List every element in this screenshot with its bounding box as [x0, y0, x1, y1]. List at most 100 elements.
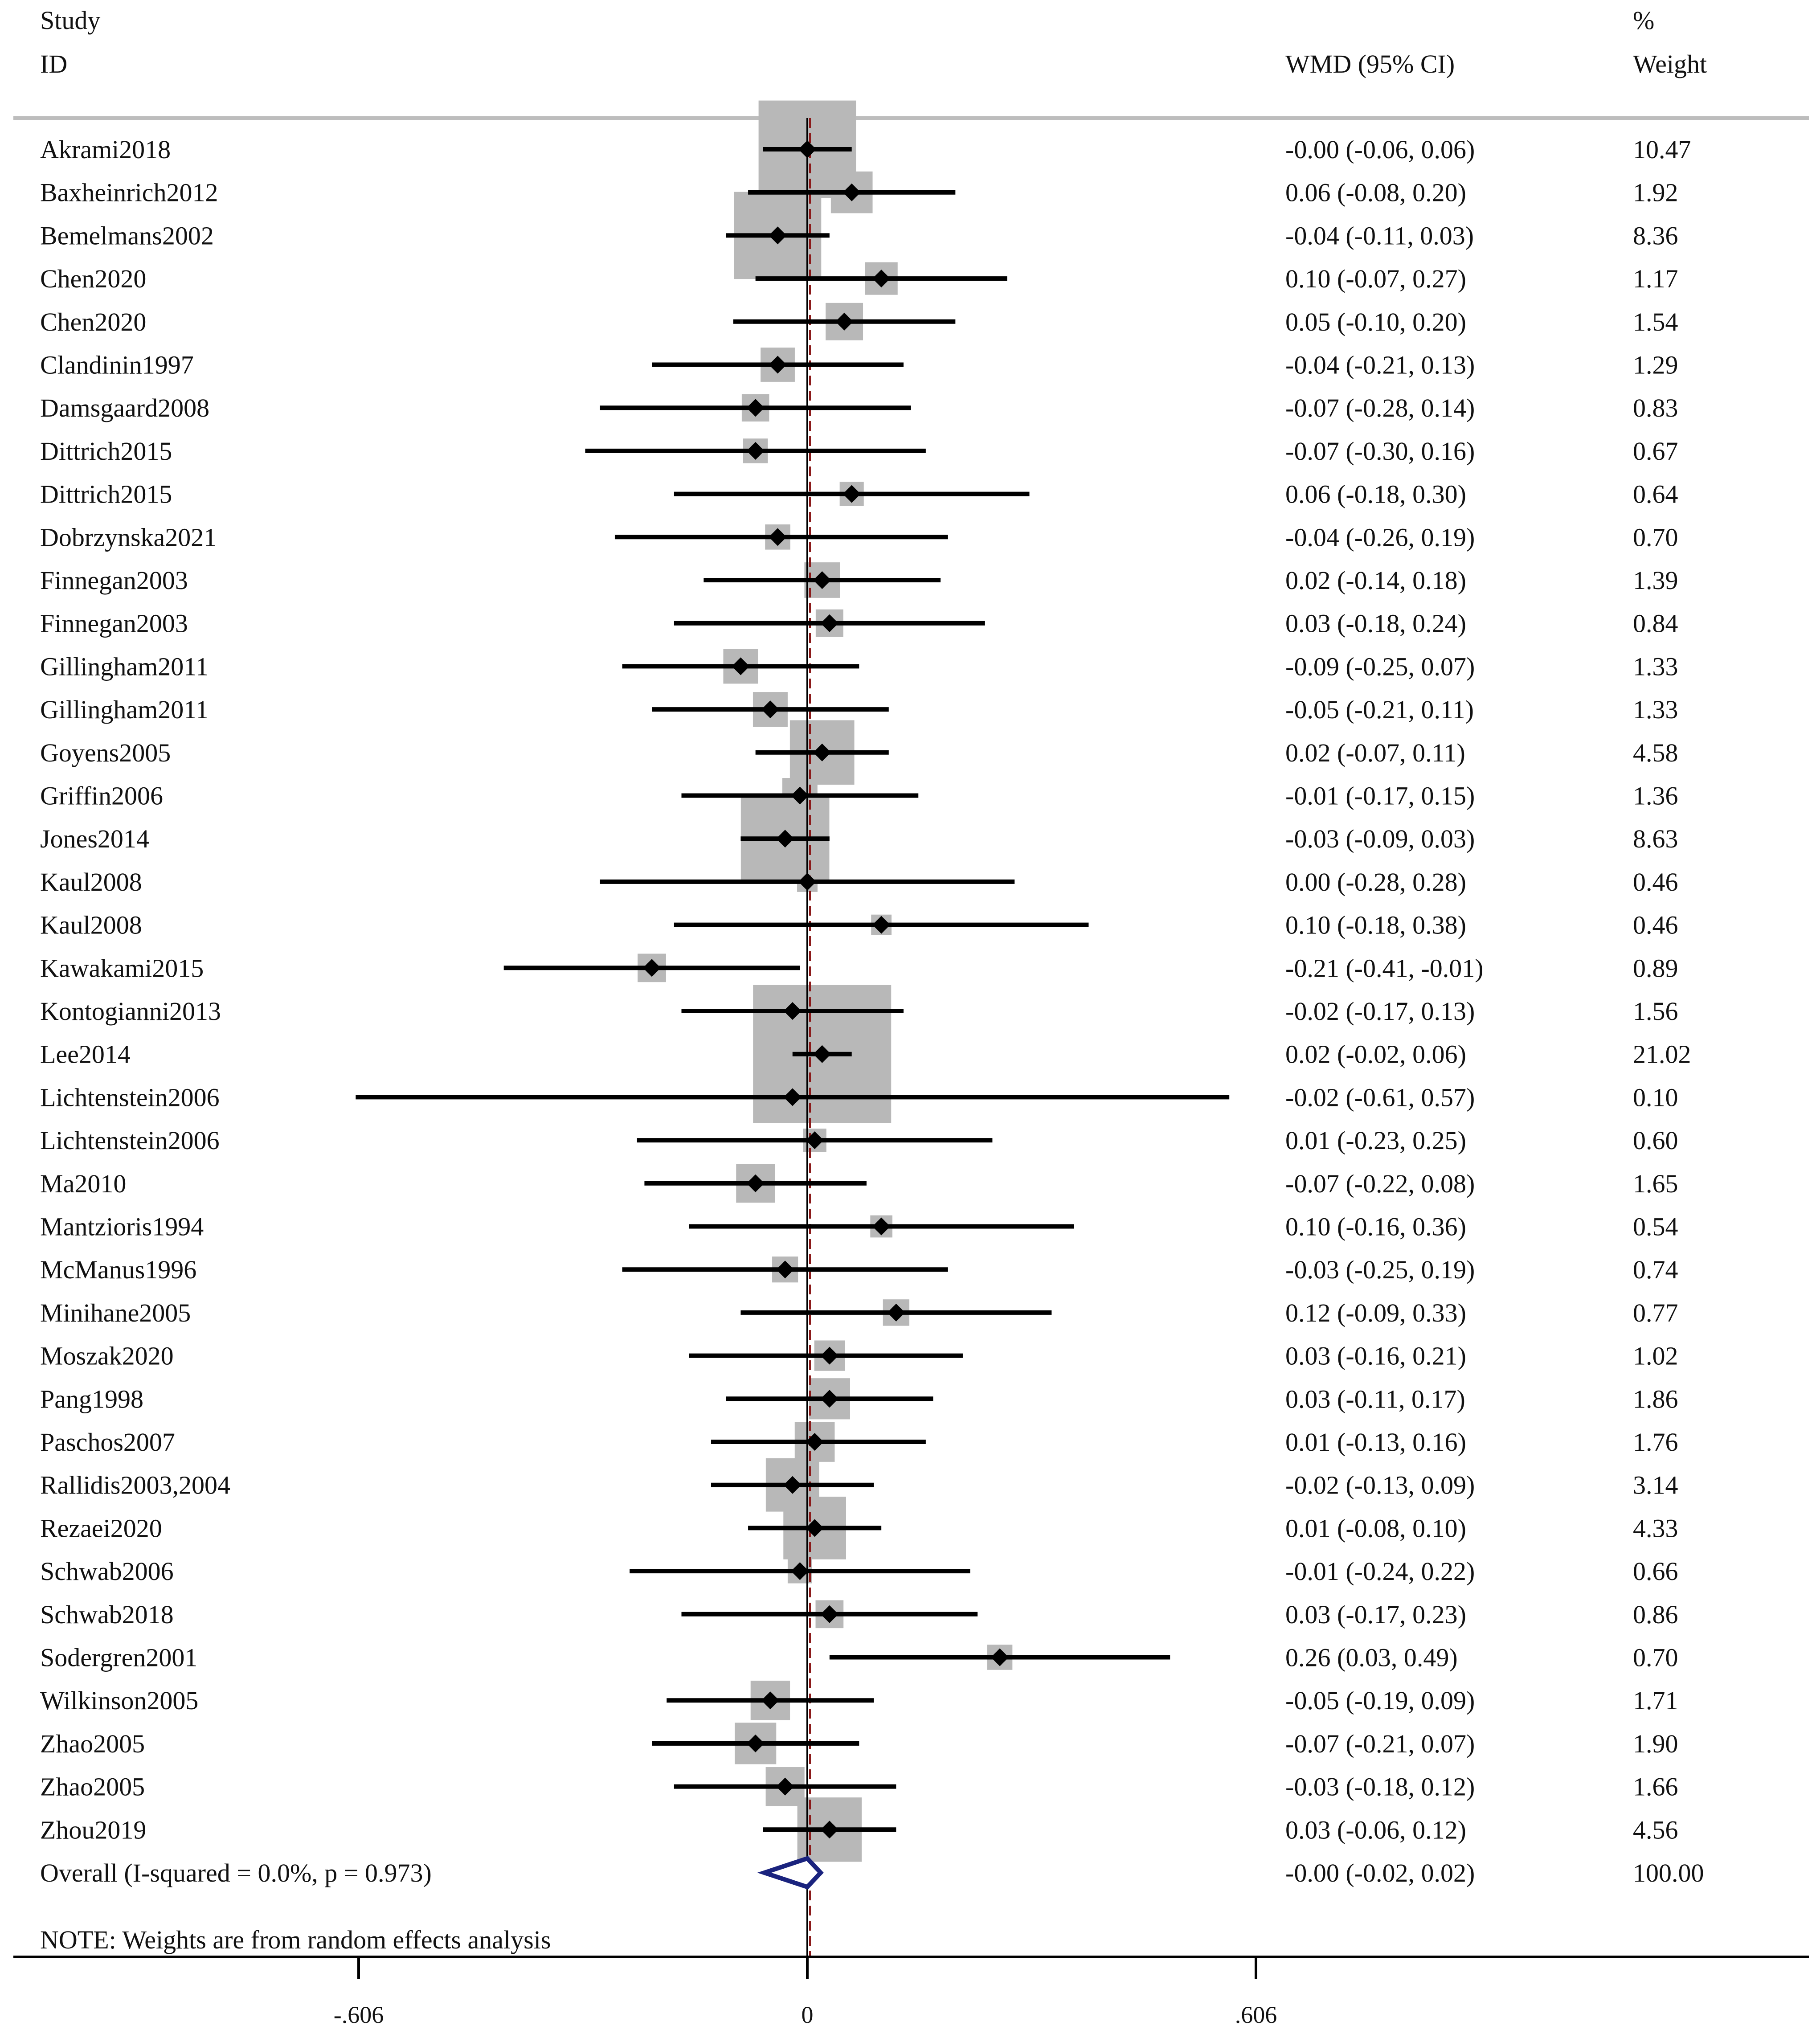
ci-value: 0.10 (-0.18, 0.38) — [1285, 911, 1466, 940]
point-estimate-marker — [843, 183, 861, 201]
point-estimate-marker — [813, 1045, 831, 1063]
ci-value: -0.05 (-0.19, 0.09) — [1285, 1686, 1475, 1715]
header-study: Study — [40, 6, 100, 35]
overall-diamond — [757, 1856, 824, 1890]
study-label: Zhou2019 — [40, 1815, 146, 1844]
x-tick-label: 0 — [802, 2001, 814, 2028]
study-label: Damsgaard2008 — [40, 393, 209, 422]
overall-weight-value: 100.00 — [1633, 1858, 1704, 1887]
study-label: Wilkinson2005 — [40, 1686, 198, 1715]
ci-value: 0.01 (-0.13, 0.16) — [1285, 1428, 1466, 1457]
weight-value: 3.14 — [1633, 1471, 1678, 1500]
point-estimate-marker — [783, 1088, 802, 1106]
point-estimate-marker — [746, 1174, 765, 1192]
header-weight: Weight — [1633, 49, 1707, 78]
weight-value: 0.84 — [1633, 609, 1678, 638]
weight-value: 1.92 — [1633, 178, 1678, 207]
ci-value: 0.01 (-0.23, 0.25) — [1285, 1126, 1466, 1155]
study-label: McManus1996 — [40, 1255, 196, 1284]
x-axis-ticks: -.606 0 .606 — [334, 1957, 1277, 2028]
study-label: Mantzioris1994 — [40, 1212, 204, 1241]
study-label: Chen2020 — [40, 307, 146, 336]
weight-value: 0.10 — [1633, 1083, 1678, 1112]
ci-value: -0.01 (-0.24, 0.22) — [1285, 1557, 1475, 1586]
x-tick-label: .606 — [1235, 2001, 1277, 2028]
weight-value: 10.47 — [1633, 135, 1691, 164]
point-estimate-marker — [776, 1261, 794, 1279]
study-label: Lichtenstein2006 — [40, 1126, 220, 1155]
study-label: Goyens2005 — [40, 738, 171, 767]
weight-value: 1.33 — [1633, 652, 1678, 681]
weight-value: 1.17 — [1633, 264, 1678, 293]
weight-value: 8.63 — [1633, 824, 1678, 853]
weight-value: 21.02 — [1633, 1040, 1691, 1069]
weight-value: 0.60 — [1633, 1126, 1678, 1155]
overall-label: Overall (I-squared = 0.0%, p = 0.973) — [40, 1858, 432, 1887]
ci-value: 0.00 (-0.28, 0.28) — [1285, 868, 1466, 896]
study-label: Moszak2020 — [40, 1342, 174, 1371]
weight-value: 1.90 — [1633, 1729, 1678, 1758]
study-label: Pang1998 — [40, 1384, 143, 1413]
point-estimate-marker — [783, 1002, 802, 1020]
ci-value: -0.07 (-0.28, 0.14) — [1285, 393, 1475, 422]
study-label: Dittrich2015 — [40, 437, 172, 466]
weight-value: 0.46 — [1633, 868, 1678, 896]
point-estimate-marker — [872, 916, 891, 934]
ci-value: -0.03 (-0.09, 0.03) — [1285, 824, 1475, 853]
weight-value: 4.56 — [1633, 1815, 1678, 1844]
weight-value: 0.83 — [1633, 393, 1678, 422]
point-estimate-marker — [732, 657, 750, 675]
point-estimate-marker — [820, 1390, 838, 1408]
point-estimate-marker — [746, 442, 765, 460]
header-effect: WMD (95% CI) — [1285, 49, 1455, 78]
point-estimate-marker — [746, 399, 765, 417]
weight-value: 0.67 — [1633, 437, 1678, 466]
study-label: Dittrich2015 — [40, 480, 172, 509]
weight-value: 0.70 — [1633, 523, 1678, 552]
weight-value: 1.54 — [1633, 307, 1678, 336]
point-estimate-marker — [843, 485, 861, 503]
point-estimate-marker — [820, 1346, 838, 1365]
point-estimate-marker — [798, 140, 816, 158]
point-estimate-marker — [769, 226, 787, 245]
study-label: Rallidis2003,2004 — [40, 1471, 230, 1500]
study-label: Kaul2008 — [40, 868, 142, 896]
ci-value: 0.06 (-0.08, 0.20) — [1285, 178, 1466, 207]
study-label: Jones2014 — [40, 824, 149, 853]
weight-value: 8.36 — [1633, 221, 1678, 250]
study-label: Sodergren2001 — [40, 1643, 197, 1672]
weight-value: 0.74 — [1633, 1255, 1678, 1284]
point-estimate-marker — [643, 959, 661, 977]
study-label: Akrami2018 — [40, 135, 171, 164]
ci-value: 0.10 (-0.16, 0.36) — [1285, 1212, 1466, 1241]
point-estimate-marker — [798, 872, 816, 891]
weight-value: 0.86 — [1633, 1600, 1678, 1629]
weight-value: 4.58 — [1633, 738, 1678, 767]
study-label: Baxheinrich2012 — [40, 178, 218, 207]
study-rows: Akrami2018 -0.00 (-0.06, 0.06) 10.47 Baxhei… — [40, 135, 1704, 1890]
ci-value: 0.03 (-0.11, 0.17) — [1285, 1384, 1465, 1413]
weight-value: 4.33 — [1633, 1514, 1678, 1543]
ci-value: 0.02 (-0.14, 0.18) — [1285, 566, 1466, 595]
ci-value: -0.04 (-0.26, 0.19) — [1285, 523, 1475, 552]
ci-value: -0.05 (-0.21, 0.11) — [1285, 695, 1474, 724]
ci-value: 0.06 (-0.18, 0.30) — [1285, 480, 1466, 509]
study-label: Kontogianni2013 — [40, 997, 221, 1026]
weight-value: 1.39 — [1633, 566, 1678, 595]
ci-value: -0.03 (-0.18, 0.12) — [1285, 1772, 1475, 1801]
point-estimate-marker — [806, 1519, 824, 1537]
point-estimate-marker — [776, 830, 794, 848]
x-tick-label: -.606 — [334, 2001, 384, 2028]
point-estimate-marker — [820, 614, 838, 632]
study-label: Chen2020 — [40, 264, 146, 293]
point-estimate-marker — [783, 1476, 802, 1494]
point-estimate-marker — [820, 1821, 838, 1839]
ci-value: -0.07 (-0.21, 0.07) — [1285, 1729, 1475, 1758]
point-estimate-marker — [872, 270, 891, 288]
ci-value: 0.12 (-0.09, 0.33) — [1285, 1298, 1466, 1327]
header-id: ID — [40, 49, 67, 78]
study-label: Finnegan2003 — [40, 566, 188, 595]
ci-value: -0.02 (-0.13, 0.09) — [1285, 1471, 1475, 1500]
ci-value: -0.07 (-0.22, 0.08) — [1285, 1169, 1475, 1198]
